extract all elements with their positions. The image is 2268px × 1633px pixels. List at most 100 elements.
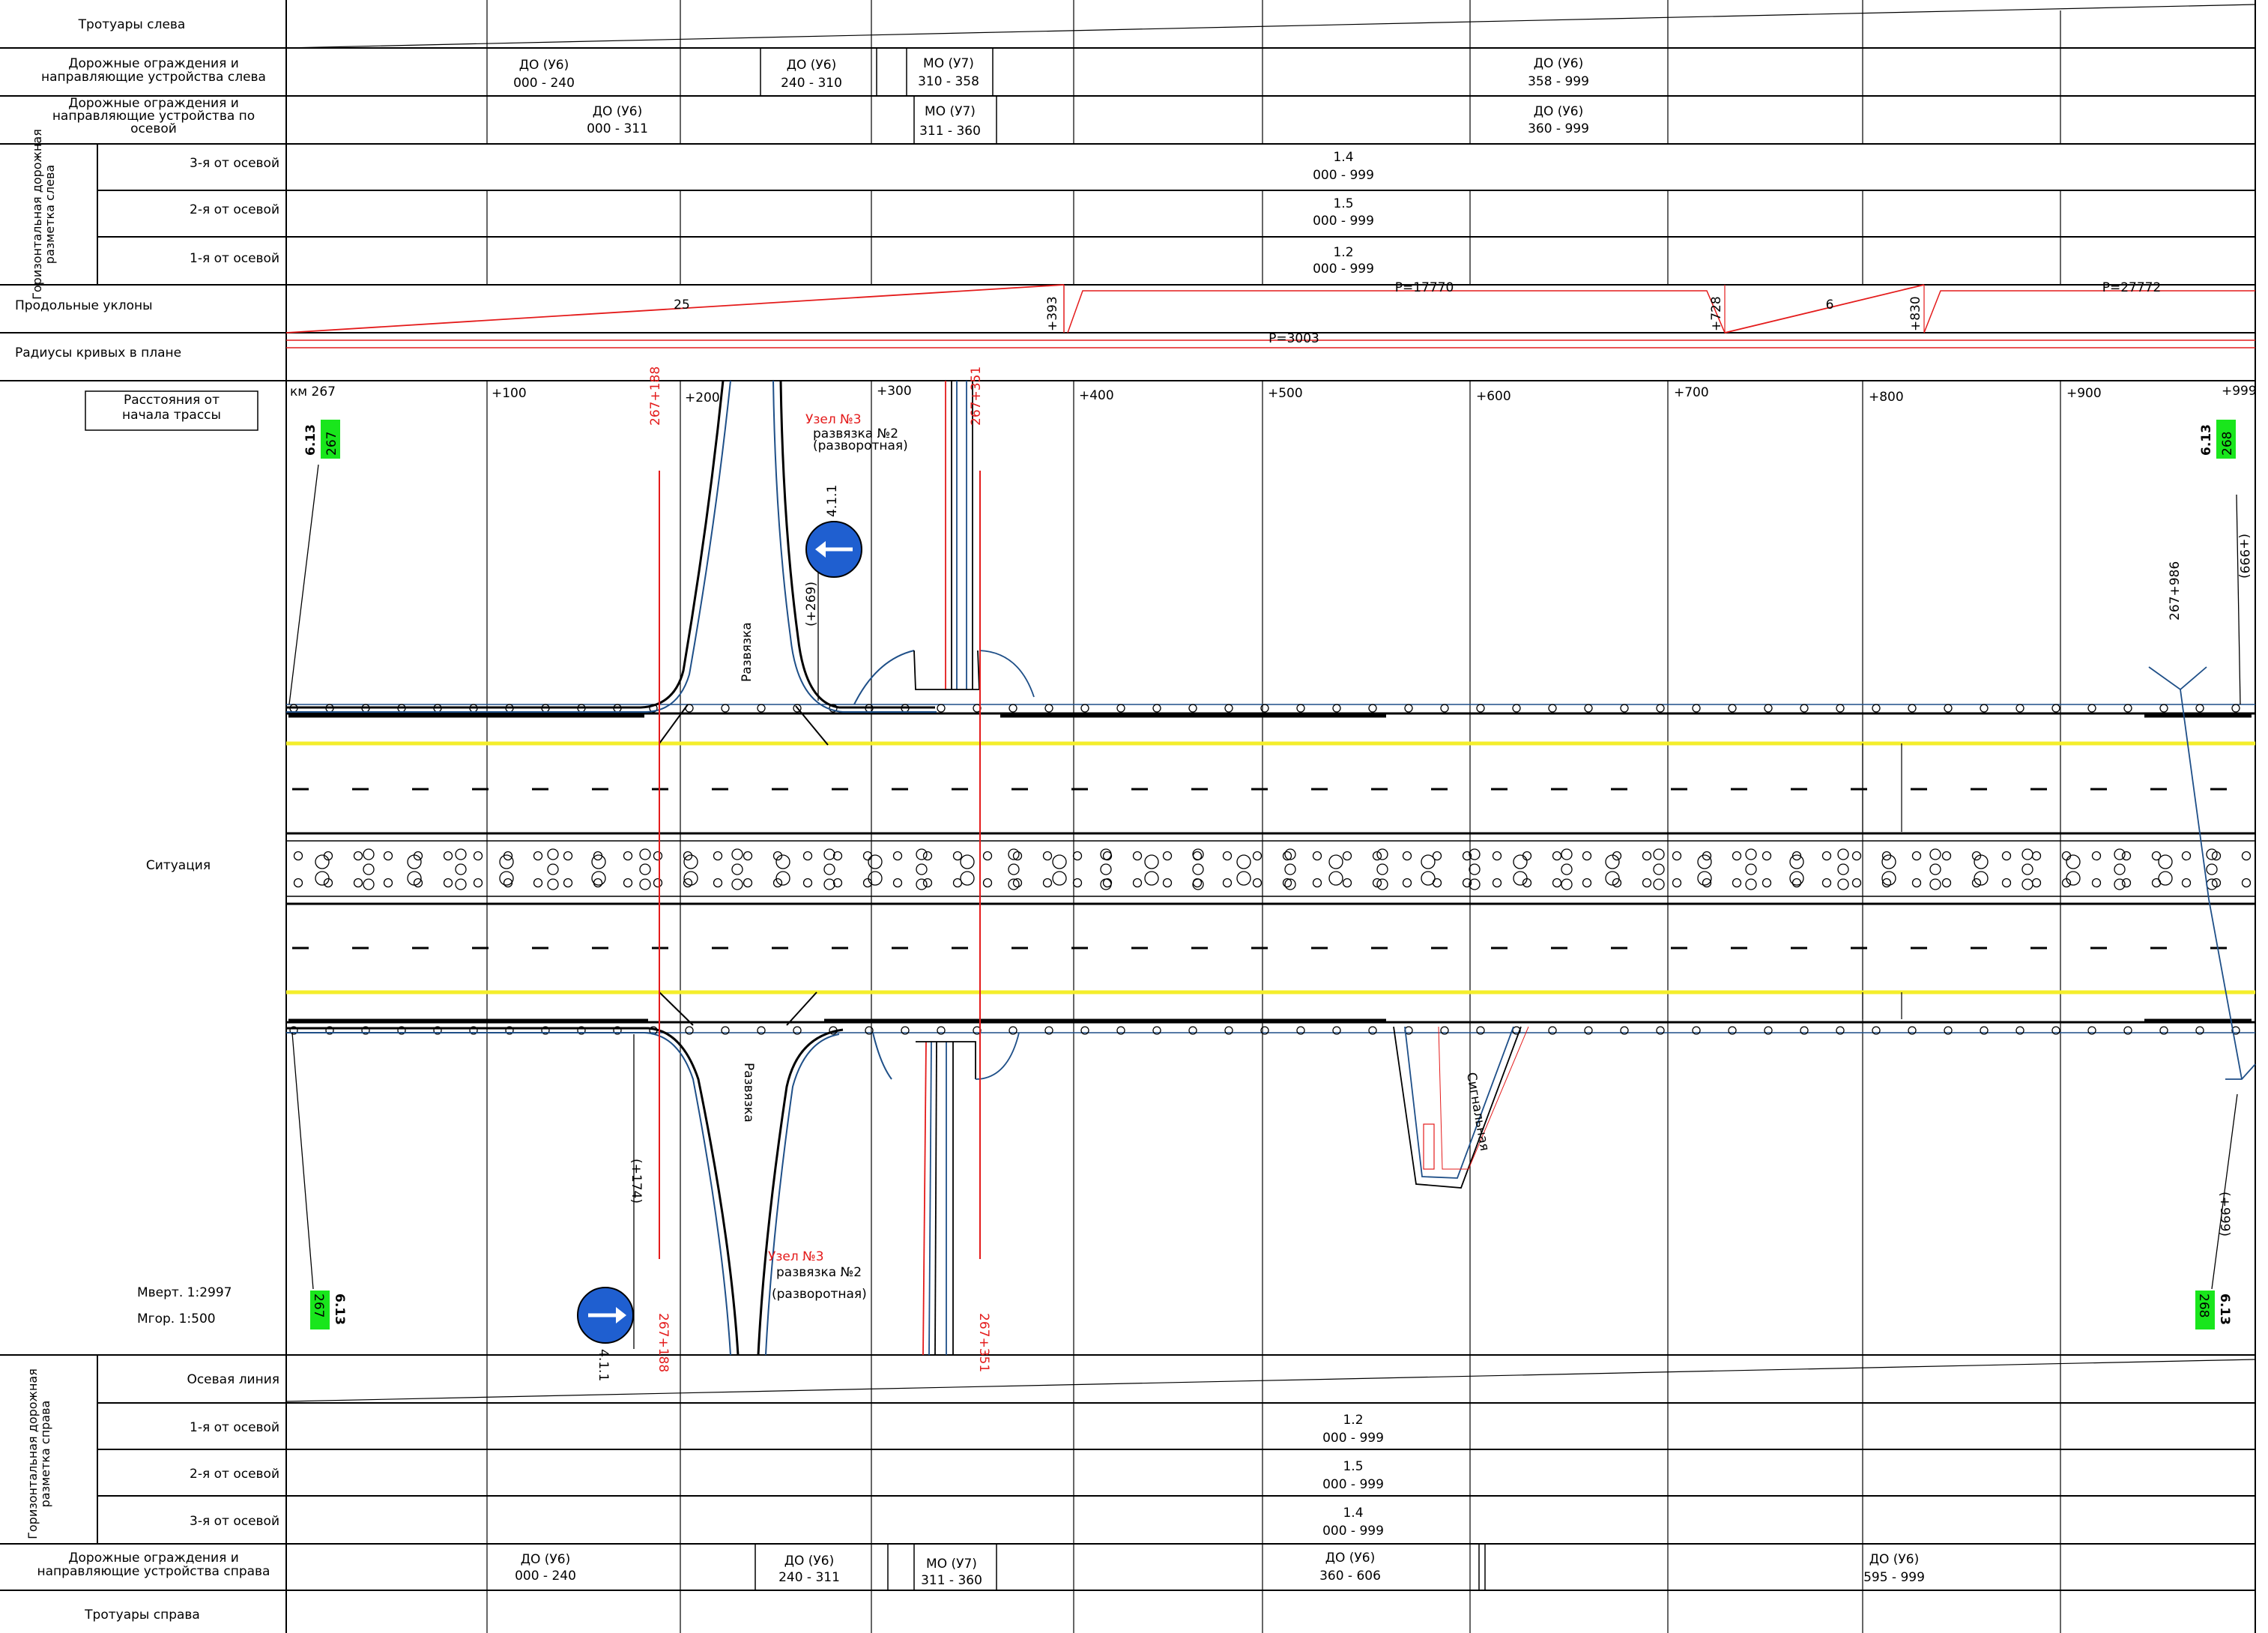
station-500: +500: [1268, 386, 1303, 401]
barrier-post: [1224, 1026, 1233, 1035]
barrier-post: [2151, 851, 2162, 861]
pk-188-label-top: 267+188: [648, 366, 663, 426]
ramp-label-top: Развязка: [740, 622, 755, 682]
barrier-right-3-code: МО (У7): [926, 1557, 977, 1572]
barrier-post: [2114, 848, 2126, 860]
barrier-axial-2-code: МО (У7): [925, 104, 976, 119]
barrier-post: [1692, 704, 1701, 713]
barrier-post: [1328, 854, 1343, 869]
barrier-post: [731, 863, 743, 875]
barrier-post: [1008, 704, 1017, 713]
barrier-post: [1552, 878, 1562, 888]
barrier-post: [2241, 878, 2252, 888]
barrier-post: [591, 854, 606, 869]
uturn-label-bottom: (разворотная): [772, 1287, 867, 1302]
barrier-post: [1492, 878, 1502, 888]
barrier-post: [1072, 851, 1083, 861]
barrier-post: [1008, 848, 1020, 860]
barrier-post: [1605, 854, 1620, 869]
radii-row: Р=3003: [286, 331, 2255, 348]
barrier-post: [892, 878, 903, 888]
barrier-post: [1656, 704, 1665, 713]
marking-left-cells: 1.4 000 - 999 1.5 000 - 999 1.2 000 - 99…: [1313, 150, 1374, 277]
barrier-post: [353, 878, 363, 888]
barrier-post: [593, 878, 603, 888]
barrier-left-1-range: 000 - 240: [513, 76, 575, 91]
row-label-radii: Радиусы кривых в плане: [15, 345, 181, 360]
barrier-post: [1144, 854, 1159, 869]
barrier-left-3-range: 310 - 358: [918, 74, 979, 89]
barrier-post: [323, 878, 333, 888]
profile-pk-830: +830: [1908, 296, 1923, 331]
barrier-post: [325, 1026, 334, 1035]
barrier-post: [639, 848, 651, 860]
barrier-post: [1944, 1026, 1953, 1035]
road-edges: [286, 704, 2255, 1033]
barrier-post: [1328, 871, 1343, 886]
barrier-post: [1642, 851, 1652, 861]
pk-351-label-top: 267+351: [969, 366, 984, 426]
barrier-post: [363, 863, 375, 875]
barrier-post: [1851, 851, 1862, 861]
barrier-post: [1872, 704, 1881, 713]
barrier-post: [1980, 704, 1989, 713]
barrier-post: [2021, 863, 2033, 875]
barrier-post: [1402, 851, 1412, 861]
barrier-post: [1462, 878, 1472, 888]
barrier-post: [1653, 863, 1665, 875]
barrier-post: [1745, 863, 1757, 875]
barrier-axial-1-range: 000 - 311: [587, 121, 648, 136]
scale-vertical: Мверт. 1:2997: [137, 1285, 232, 1300]
row-label-lane1-left: 1-я от осевой: [190, 251, 279, 266]
barrier-post: [1008, 863, 1020, 875]
barrier-post: [1612, 851, 1622, 861]
barrier-post: [383, 851, 393, 861]
barrier-post: [743, 878, 753, 888]
barrier-axial-2-range: 311 - 360: [919, 124, 981, 139]
row-label-profile: Продольные уклоны: [15, 298, 153, 313]
barrier-post: [1296, 1026, 1305, 1035]
km-post-268-bottom: 268 6.13: [2195, 1291, 2232, 1329]
barrier-post: [1582, 851, 1592, 861]
barrier-post: [2211, 851, 2222, 861]
barrier-post: [1332, 704, 1341, 713]
node-label-top: Узел №3: [805, 412, 862, 427]
barrier-post: [1012, 851, 1023, 861]
barrier-post: [1469, 878, 1481, 890]
barrier-post: [1821, 878, 1832, 888]
barrier-post: [1236, 871, 1251, 886]
barrier-post: [2087, 704, 2096, 713]
barrier-post: [2158, 871, 2173, 886]
barrier-post: [455, 848, 467, 860]
barrier-post: [793, 704, 802, 713]
profile-radius-1: Р=17770: [1395, 280, 1454, 295]
station-800: +800: [1869, 390, 1904, 405]
barriers-axial-cells: ДО (У6) 000 - 311 МО (У7) 311 - 360 ДО (…: [587, 96, 1589, 144]
barrier-post: [1236, 854, 1251, 869]
station-gridlines: [486, 0, 2061, 1633]
marking-left-lane3-range: 000 - 999: [1313, 168, 1374, 183]
barrier-post: [1284, 878, 1296, 890]
barrier-post: [1732, 851, 1742, 861]
barrier-post: [775, 854, 790, 869]
barrier-post: [2016, 704, 2024, 713]
barrier-left-3-code: МО (У7): [923, 56, 974, 71]
barrier-post: [1561, 878, 1573, 890]
barrier-post: [1102, 878, 1113, 888]
barrier-post: [1837, 863, 1849, 875]
sign-411-bottom: 4.1.1: [577, 1287, 634, 1381]
barrier-post: [1908, 1026, 1917, 1035]
barrier-post: [1836, 1026, 1845, 1035]
barrier-post: [823, 848, 835, 860]
barrier-post: [1728, 1026, 1737, 1035]
node-label-bottom: Узел №3: [768, 1249, 824, 1264]
barrier-post: [1404, 704, 1413, 713]
barrier-post: [1402, 878, 1412, 888]
barrier-post: [1372, 851, 1382, 861]
plan-radius: Р=3003: [1268, 331, 1319, 346]
barrier-post: [731, 878, 743, 890]
barrier-post: [639, 878, 651, 890]
barrier-post: [1702, 878, 1712, 888]
km-sign-613-bottom-right: 6.13: [2217, 1294, 2232, 1325]
barrier-post: [1368, 704, 1377, 713]
